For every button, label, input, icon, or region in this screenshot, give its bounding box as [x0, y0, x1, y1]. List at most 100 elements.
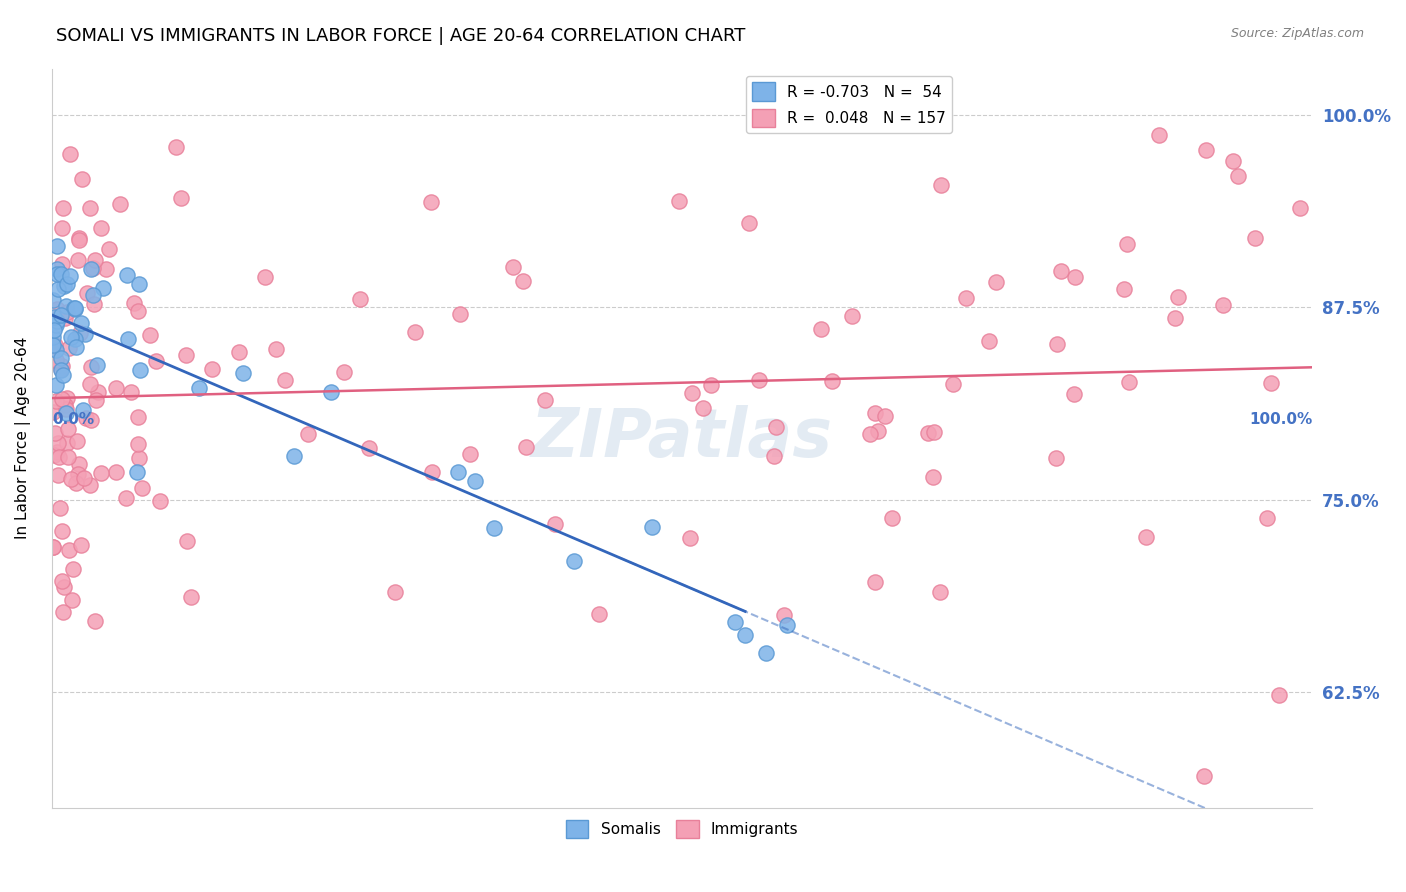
- Point: [48, 500, 70, 515]
- Point: [45, 378, 67, 392]
- Point: [929, 584, 952, 599]
- Point: [51, 221, 73, 235]
- Point: [80, 413, 103, 427]
- Point: [1256, 511, 1278, 525]
- Point: [128, 277, 150, 291]
- Point: [115, 491, 138, 505]
- Point: [49, 351, 72, 365]
- Point: [56, 304, 79, 318]
- Point: [63, 301, 86, 316]
- Point: [692, 401, 714, 416]
- Point: [91, 281, 114, 295]
- Point: [724, 615, 747, 630]
- Point: [681, 385, 703, 400]
- Point: [105, 381, 128, 395]
- Point: [821, 374, 844, 388]
- Point: [1049, 264, 1071, 278]
- Point: [53, 580, 76, 594]
- Point: [534, 393, 557, 408]
- Point: [67, 467, 90, 482]
- Text: Source: ZipAtlas.com: Source: ZipAtlas.com: [1230, 27, 1364, 40]
- Point: [51, 392, 73, 407]
- Point: [562, 554, 585, 568]
- Point: [734, 628, 756, 642]
- Point: [283, 449, 305, 463]
- Point: [404, 326, 426, 340]
- Point: [44, 323, 66, 337]
- Point: [1063, 387, 1085, 401]
- Point: [131, 481, 153, 495]
- Point: [865, 575, 887, 590]
- Point: [63, 301, 86, 315]
- Point: [984, 275, 1007, 289]
- Point: [56, 422, 79, 436]
- Point: [841, 309, 863, 323]
- Point: [544, 516, 567, 531]
- Point: [1115, 237, 1137, 252]
- Point: [70, 538, 93, 552]
- Text: SOMALI VS IMMIGRANTS IN LABOR FORCE | AGE 20-64 CORRELATION CHART: SOMALI VS IMMIGRANTS IN LABOR FORCE | AG…: [56, 27, 745, 45]
- Point: [73, 327, 96, 342]
- Y-axis label: In Labor Force | Age 20-64: In Labor Force | Age 20-64: [15, 337, 31, 540]
- Point: [65, 476, 87, 491]
- Point: [83, 615, 105, 629]
- Point: [866, 424, 889, 438]
- Point: [502, 260, 524, 274]
- Point: [59, 146, 82, 161]
- Point: [51, 257, 73, 271]
- Point: [82, 261, 104, 276]
- Point: [1045, 451, 1067, 466]
- Point: [58, 543, 80, 558]
- Point: [52, 368, 75, 383]
- Point: [859, 427, 882, 442]
- Point: [55, 436, 77, 450]
- Point: [52, 605, 75, 619]
- Point: [51, 524, 73, 539]
- Text: ZIPatlas: ZIPatlas: [531, 405, 834, 471]
- Point: [449, 307, 471, 321]
- Point: [1135, 530, 1157, 544]
- Point: [1064, 270, 1087, 285]
- Legend: Somalis, Immigrants: Somalis, Immigrants: [560, 814, 804, 845]
- Point: [127, 303, 149, 318]
- Point: [51, 359, 73, 374]
- Point: [264, 342, 287, 356]
- Point: [51, 574, 73, 588]
- Point: [49, 308, 72, 322]
- Point: [83, 252, 105, 267]
- Point: [138, 328, 160, 343]
- Point: [1267, 688, 1289, 702]
- Point: [79, 377, 101, 392]
- Point: [776, 617, 799, 632]
- Point: [56, 450, 79, 464]
- Point: [929, 178, 952, 193]
- Point: [79, 478, 101, 492]
- Point: [44, 352, 66, 367]
- Point: [42, 338, 65, 352]
- Point: [384, 585, 406, 599]
- Point: [1046, 336, 1069, 351]
- Point: [1222, 154, 1244, 169]
- Point: [447, 465, 470, 479]
- Point: [201, 362, 224, 376]
- Point: [149, 494, 172, 508]
- Point: [588, 607, 610, 621]
- Point: [59, 269, 82, 284]
- Point: [297, 427, 319, 442]
- Point: [45, 239, 67, 253]
- Point: [180, 590, 202, 604]
- Point: [42, 330, 65, 344]
- Point: [228, 344, 250, 359]
- Point: [69, 231, 91, 245]
- Point: [56, 277, 79, 291]
- Point: [70, 316, 93, 330]
- Point: [482, 521, 505, 535]
- Point: [349, 293, 371, 307]
- Point: [76, 286, 98, 301]
- Point: [117, 333, 139, 347]
- Point: [1243, 230, 1265, 244]
- Point: [1289, 201, 1312, 215]
- Point: [810, 322, 832, 336]
- Point: [79, 360, 101, 375]
- Point: [46, 436, 69, 450]
